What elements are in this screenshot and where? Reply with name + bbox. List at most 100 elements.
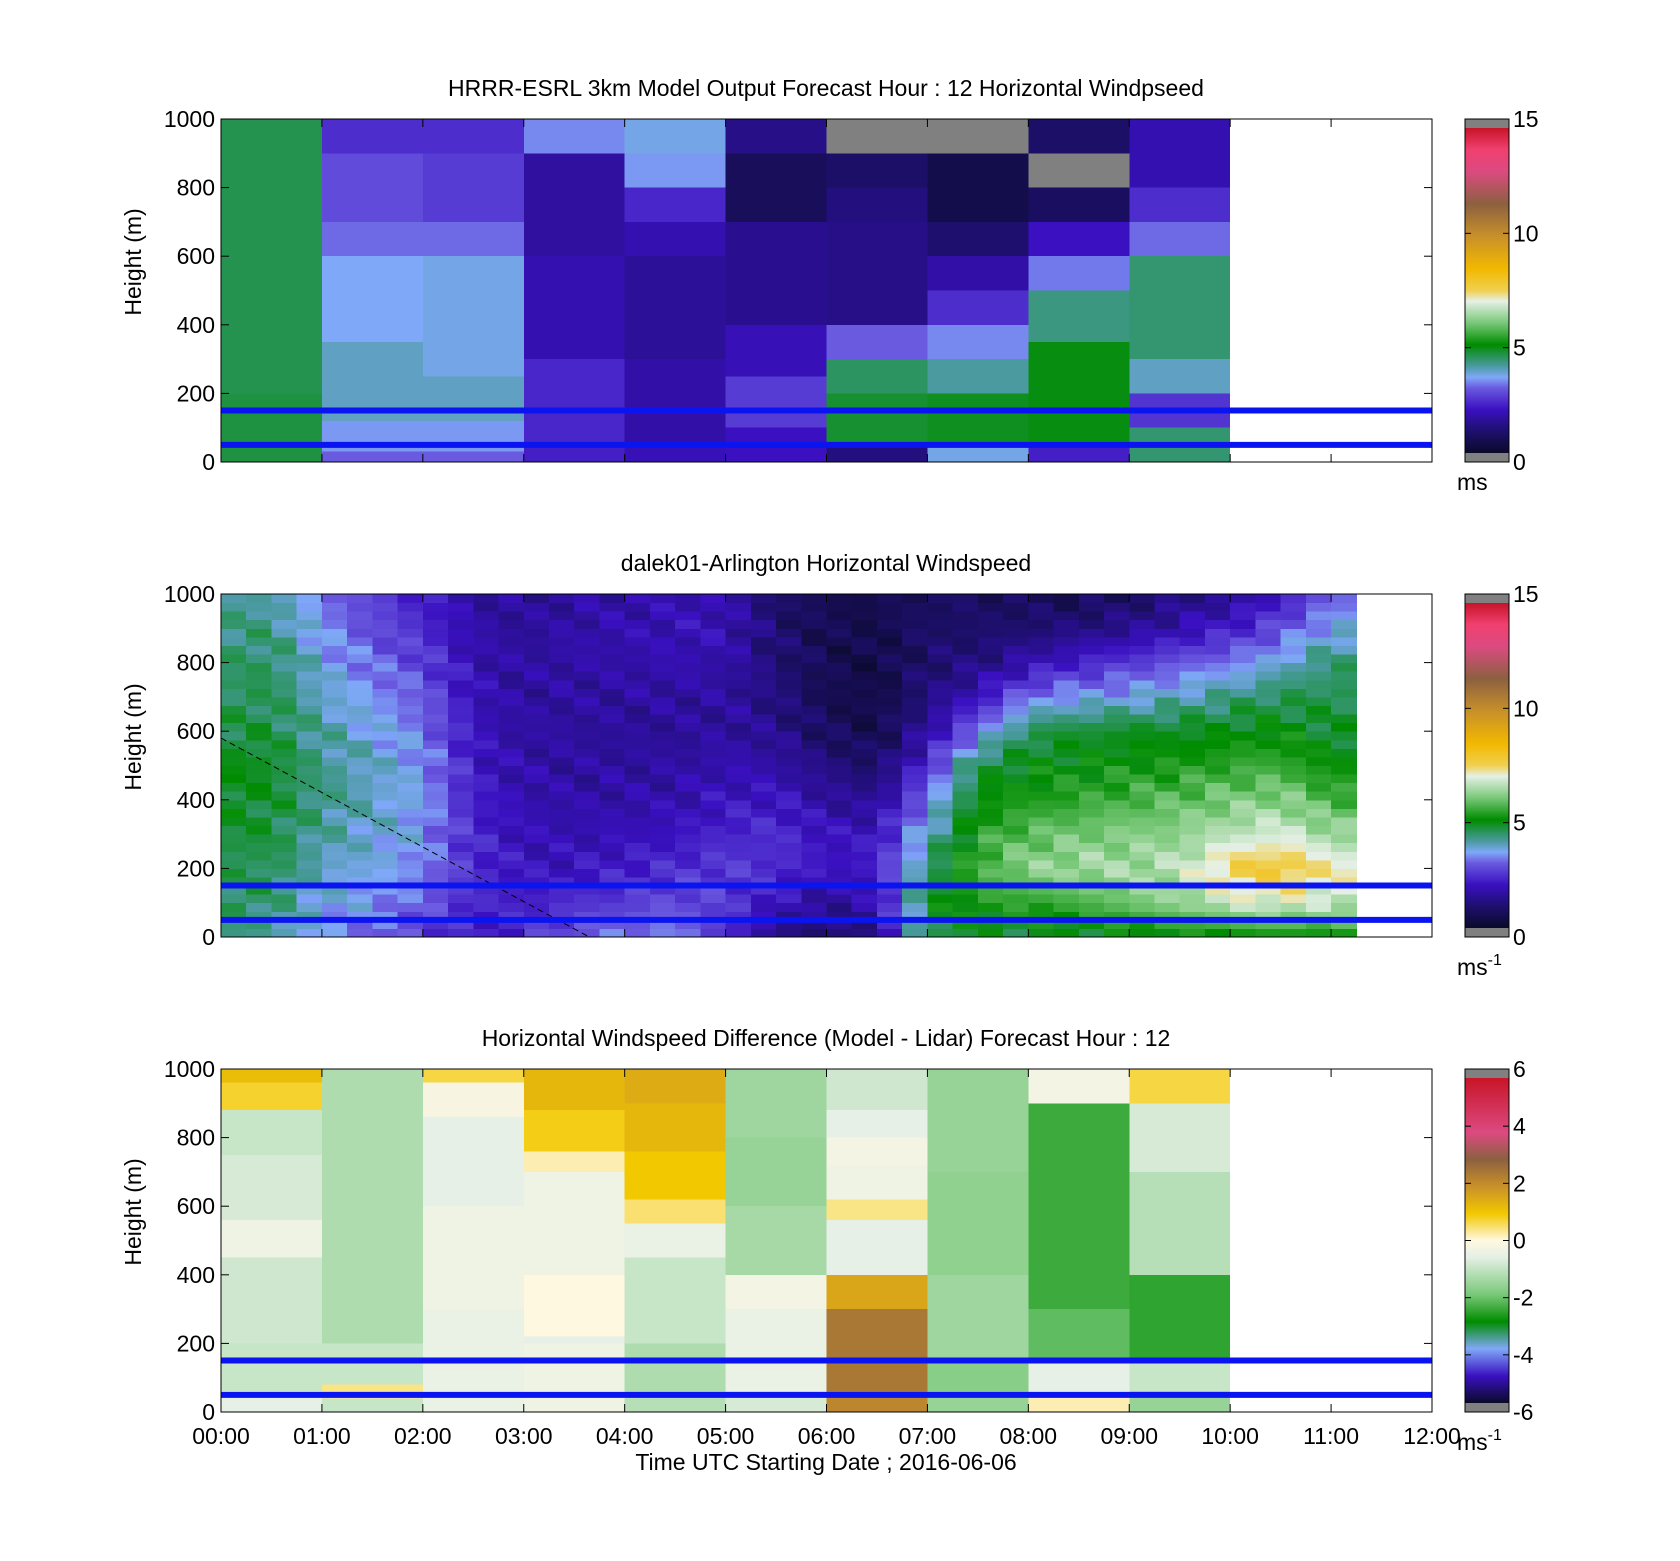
heatmap-cell — [473, 594, 500, 604]
heatmap-cell — [271, 671, 298, 681]
heatmap-cell — [599, 739, 626, 749]
heatmap-cell — [1230, 714, 1256, 724]
heatmap-cell — [397, 688, 424, 698]
heatmap-cell — [271, 705, 298, 715]
heatmap-cell — [725, 825, 752, 835]
heatmap-cell — [725, 688, 752, 698]
x-tick-label: 12:00 — [1403, 1423, 1461, 1449]
heatmap-cell — [1280, 611, 1307, 621]
heatmap-cell — [1104, 628, 1130, 638]
heatmap-cell — [221, 1219, 322, 1258]
heatmap-cell — [1028, 679, 1055, 689]
heatmap-cell — [675, 645, 701, 655]
heatmap-cell — [1179, 876, 1206, 887]
heatmap-cell — [902, 885, 928, 895]
heatmap-cell — [1028, 696, 1055, 706]
heatmap-cell — [750, 731, 777, 741]
heatmap-cell — [826, 876, 853, 887]
heatmap-cell — [1305, 808, 1332, 818]
heatmap-cell — [221, 774, 247, 784]
heatmap-cell — [448, 902, 474, 912]
heatmap-cell — [523, 696, 550, 706]
colorbar-over-cap — [1465, 594, 1509, 603]
heatmap-cell — [1129, 928, 1155, 938]
heatmap-cell — [649, 748, 676, 758]
heatmap-cell — [246, 791, 272, 801]
heatmap-cell — [221, 919, 247, 929]
heatmap-cell — [1154, 791, 1181, 801]
heatmap-cell — [1230, 671, 1256, 681]
heatmap-cell — [321, 756, 348, 766]
heatmap-cell — [1255, 594, 1282, 604]
heatmap-cell — [548, 894, 575, 904]
heatmap-cell — [649, 799, 676, 809]
heatmap-cell — [548, 851, 575, 861]
heatmap-cell — [902, 748, 928, 758]
heatmap-cell — [952, 722, 979, 732]
heatmap-cell — [574, 765, 600, 775]
heatmap-cell — [927, 876, 954, 887]
heatmap-cell — [1003, 679, 1029, 689]
heatmap-cell — [1331, 816, 1357, 827]
heatmap-cell — [1003, 696, 1029, 706]
heatmap-cell — [1078, 739, 1105, 749]
heatmap-cell — [523, 645, 550, 655]
heatmap-cell — [548, 902, 575, 912]
heatmap-cell — [372, 722, 399, 732]
heatmap-cell — [1078, 842, 1105, 852]
heatmap-cell — [700, 654, 727, 664]
heatmap-cell — [1078, 816, 1105, 827]
heatmap-cell — [498, 765, 525, 775]
heatmap-cell — [1331, 859, 1357, 869]
heatmap-cell — [1179, 756, 1206, 766]
heatmap-cell — [321, 739, 348, 749]
colorbar-frame — [1464, 593, 1510, 938]
heatmap-cell — [271, 611, 298, 621]
heatmap-cell — [801, 748, 827, 758]
heatmap-cell — [952, 705, 979, 715]
heatmap-cell — [1280, 919, 1307, 929]
heatmap-cell — [1331, 654, 1357, 664]
heatmap-cell — [473, 645, 500, 655]
heatmap-cell — [321, 602, 348, 612]
heatmap-cell — [1305, 928, 1332, 938]
x-tick-label: 05:00 — [697, 1423, 755, 1449]
heatmap-cell — [372, 765, 399, 775]
y-tick-label: 800 — [177, 650, 215, 676]
heatmap-cell — [221, 799, 247, 809]
heatmap-cell — [1053, 619, 1080, 629]
heatmap-cell — [1305, 894, 1332, 904]
heatmap-cell — [523, 714, 550, 724]
heatmap-cell — [851, 816, 878, 827]
heatmap-cell — [1331, 919, 1357, 929]
heatmap-cell — [826, 444, 928, 462]
heatmap-cell — [675, 654, 701, 664]
heatmap-cell — [221, 1110, 322, 1155]
heatmap-cell — [498, 654, 525, 664]
heatmap-cell — [1204, 705, 1231, 715]
heatmap-cell — [422, 722, 449, 732]
heatmap-cell — [574, 842, 600, 852]
heatmap-cell — [422, 902, 449, 912]
heatmap-cell — [725, 636, 752, 646]
heatmap-cell — [1003, 645, 1029, 655]
heatmap-cell — [927, 119, 1029, 154]
heatmap-cell — [548, 825, 575, 835]
heatmap-cell — [624, 765, 651, 775]
heatmap-cell — [826, 359, 928, 394]
heatmap-cell — [372, 696, 399, 706]
heatmap-cell — [851, 714, 878, 724]
heatmap-cell — [1179, 671, 1206, 681]
heatmap-cell — [574, 714, 600, 724]
heatmap-cell — [826, 602, 853, 612]
heatmap-cell — [422, 834, 449, 844]
heatmap-cell — [1028, 187, 1130, 222]
heatmap-cell — [1003, 928, 1029, 938]
heatmap-cell — [599, 834, 626, 844]
heatmap-cell — [1179, 765, 1206, 775]
heatmap-cell — [876, 894, 903, 904]
heatmap-cell — [1255, 756, 1282, 766]
heatmap-cell — [700, 645, 727, 655]
heatmap-cell — [1305, 859, 1332, 869]
